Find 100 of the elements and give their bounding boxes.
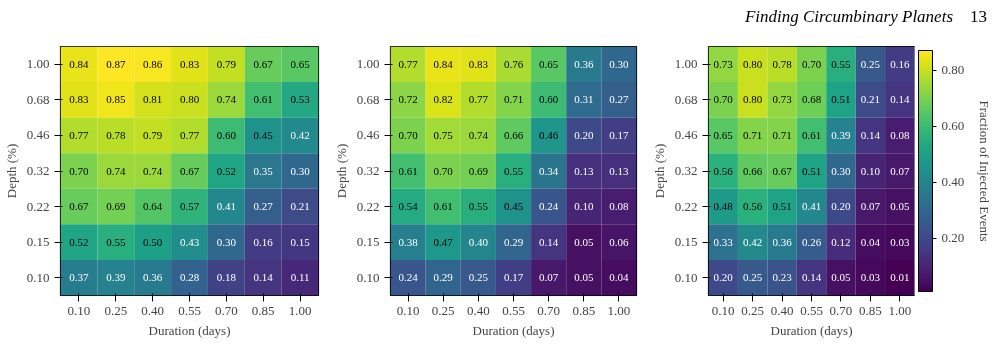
y-tick-label: 0.22 [356,198,380,214]
data-label: 0.12 [831,235,851,248]
data-label: 0.47 [433,235,454,248]
data-label: 0.04 [609,271,630,284]
text: 13 [970,7,987,26]
data-label: 0.52 [216,164,236,177]
data-label: 0.70 [69,164,90,177]
data-label: 0.14 [890,93,910,106]
data-label: 0.79 [216,57,237,70]
data-label: 0.28 [179,271,200,284]
data-label: 0.60 [216,128,237,141]
data-label: 0.83 [468,57,489,70]
data-label: 0.16 [890,57,910,70]
data-label: 0.42 [290,128,310,141]
data-label: 0.05 [574,235,594,248]
data-label: 0.71 [503,93,524,106]
data-label: 0.45 [253,128,274,141]
data-label: 0.70 [433,164,454,177]
data-label: 0.61 [398,164,418,177]
data-label: 0.86 [143,57,163,70]
y-tick-label: 1.00 [356,56,380,72]
data-label: 0.14 [860,128,881,141]
data-label: 0.79 [143,128,163,141]
data-label: 0.08 [609,200,630,213]
data-label: 0.72 [398,93,418,106]
data-label: 0.42 [743,235,763,248]
data-label: 0.23 [772,271,793,284]
y-tick-label: 0.32 [356,163,380,178]
data-label: 0.29 [503,235,524,248]
y-tick-label: 0.22 [26,198,50,214]
data-label: 0.26 [801,235,822,248]
y-axis-title: Depth (%) [651,143,667,199]
data-label: 0.17 [609,128,630,141]
data-label: 0.67 [179,164,200,177]
data-label: 0.36 [143,271,163,284]
data-label: 0.51 [831,93,851,106]
data-label: 0.64 [143,200,163,213]
data-label: 0.82 [433,93,453,106]
data-label: 0.29 [433,271,454,284]
data-label: 0.13 [574,164,594,177]
data-label: 0.54 [398,200,419,213]
y-tick-label: 0.10 [356,269,380,285]
data-label: 0.45 [503,200,524,213]
data-label: 0.56 [713,164,734,177]
data-label: 0.08 [890,128,910,141]
y-tick-label: 0.15 [356,234,380,250]
x-tick-label: 0.55 [502,302,525,318]
data-label: 0.33 [713,235,734,248]
x-axis-title: Duration (days) [148,322,231,338]
color-bar-label: 0.20 [941,230,965,246]
data-label: 0.60 [539,93,559,106]
data-label: 0.51 [772,200,792,213]
data-label: 0.84 [69,57,90,70]
x-tick-label: 0.55 [178,302,201,318]
data-label: 0.05 [890,200,910,213]
x-tick-label: 0.10 [711,302,735,318]
x-axis-title: Duration (days) [770,322,853,338]
data-label: 0.16 [253,235,274,248]
x-tick-label: 0.70 [537,302,561,318]
data-label: 0.78 [106,128,126,141]
data-label: 0.01 [890,271,910,284]
data-label: 0.74 [106,164,126,177]
data-label: 0.78 [772,57,793,70]
data-label: 0.36 [772,235,793,248]
data-label: 0.14 [539,235,559,248]
data-label: 0.21 [290,200,310,213]
data-label: 0.70 [713,93,734,106]
data-label: 0.46 [539,128,559,141]
x-tick-label: 0.40 [141,302,165,318]
data-label: 0.65 [290,57,311,70]
data-label: 0.77 [468,93,489,106]
x-tick-label: 0.40 [770,302,794,318]
data-label: 0.15 [290,235,311,248]
x-tick-label: 0.85 [858,302,882,318]
data-label: 0.85 [106,93,126,106]
data-label: 0.76 [503,57,524,70]
data-label: 0.43 [179,235,200,248]
data-label: 0.27 [609,93,630,106]
data-label: 0.80 [743,57,763,70]
x-tick-label: 0.70 [829,302,853,318]
data-label: 0.13 [609,164,630,177]
data-label: 0.77 [69,128,90,141]
data-label: 0.40 [468,235,489,248]
y-tick-label: 0.22 [674,198,698,214]
data-label: 0.27 [253,200,274,213]
y-tick-label: 0.46 [26,127,50,143]
data-label: 0.55 [468,200,489,213]
y-tick-label: 1.00 [26,56,50,72]
y-tick-label: 1.00 [674,56,698,72]
x-tick-label: 0.25 [431,302,455,318]
data-label: 0.36 [574,57,594,70]
text: Finding Circumbinary Planets [744,7,953,26]
data-label: 0.30 [831,164,852,177]
data-label: 0.80 [743,93,763,106]
y-tick-label: 0.15 [674,234,698,250]
data-label: 0.53 [290,93,311,106]
data-label: 0.77 [398,57,419,70]
data-label: 0.25 [860,57,881,70]
data-label: 0.68 [801,93,822,106]
data-label: 0.52 [69,235,89,248]
